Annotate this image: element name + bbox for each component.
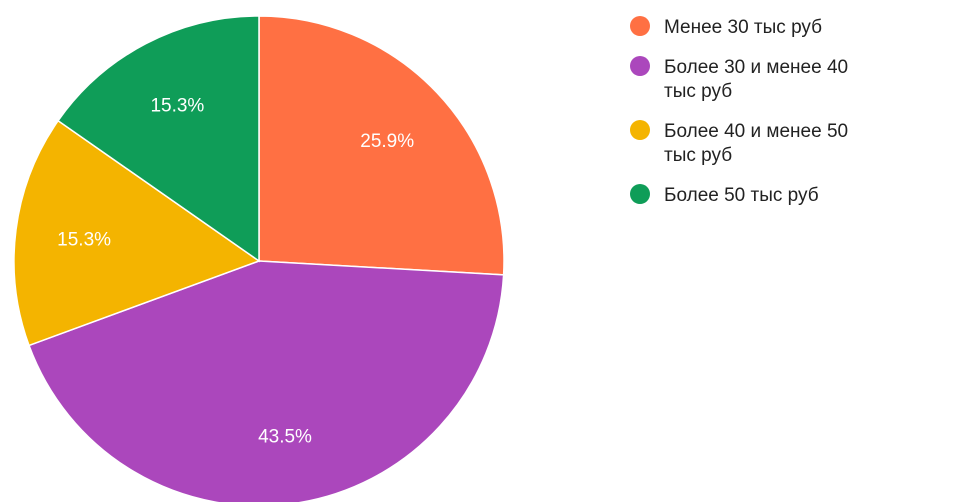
legend-marker-1 — [630, 16, 650, 36]
pie-slice-label-4: 15.3% — [150, 96, 204, 117]
pie-slice-1 — [258, 15, 505, 276]
pie-slice-label-2: 43.5% — [258, 427, 312, 448]
pie-slice-labels: 25.9% 43.5% 15.3% 15.3% — [57, 96, 414, 448]
pie-slices — [13, 15, 505, 502]
legend-label-2: Более 30 и менее 40 тыс руб — [664, 57, 848, 102]
legend-label-3: Более 40 и менее 50 тыс руб — [664, 121, 848, 166]
legend-marker-2 — [630, 56, 650, 76]
pie-slice-label-3: 15.3% — [57, 229, 111, 250]
pie-slice-3 — [13, 119, 261, 347]
legend-label-4: Более 50 тыс руб — [664, 185, 819, 206]
legend-label-1: Менее 30 тыс руб — [664, 17, 822, 38]
pie-slice-2 — [28, 260, 505, 502]
pie-slice-4 — [57, 15, 260, 263]
legend: Менее 30 тыс руб Более 30 и менее 40 тыс р… — [630, 16, 848, 206]
legend-marker-4 — [630, 184, 650, 204]
pie-slice-label-1: 25.9% — [360, 131, 414, 152]
legend-marker-3 — [630, 120, 650, 140]
